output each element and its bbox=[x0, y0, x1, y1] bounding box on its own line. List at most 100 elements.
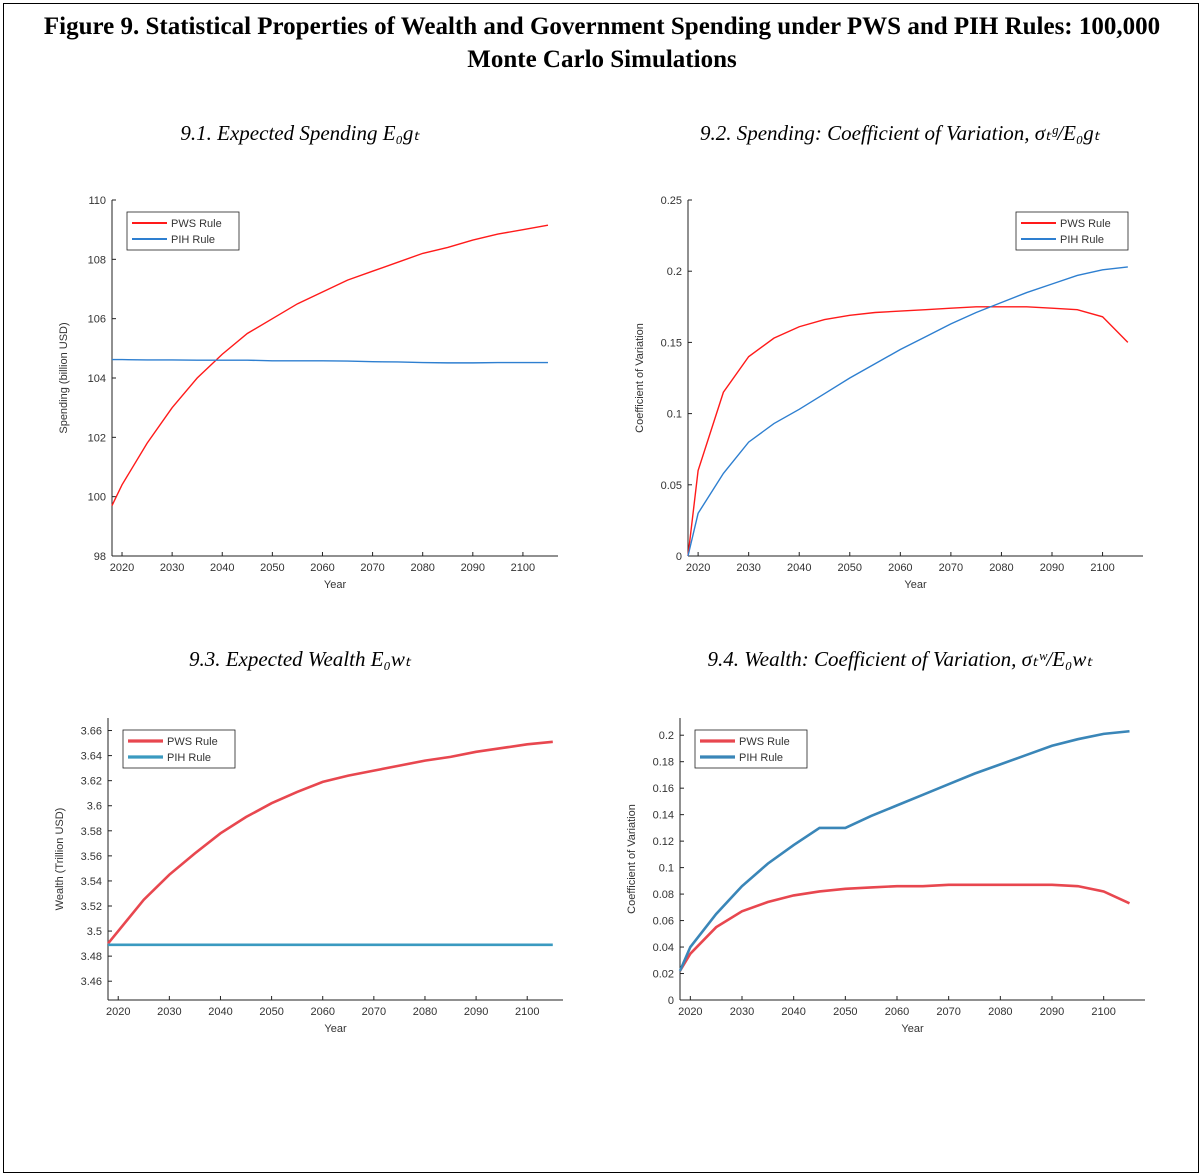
x-tick-label: 2040 bbox=[210, 562, 234, 574]
x-tick-label: 2090 bbox=[461, 562, 485, 574]
x-tick-label: 2040 bbox=[208, 1006, 232, 1018]
y-tick-label: 0.2 bbox=[667, 266, 682, 278]
x-tick-label: 2100 bbox=[1091, 1006, 1115, 1018]
y-tick-label: 0 bbox=[668, 995, 674, 1007]
x-tick-label: 2030 bbox=[730, 1006, 754, 1018]
chart-title: 9.3. Expected Wealth E₀wₜ bbox=[189, 647, 412, 671]
y-tick-label: 0.16 bbox=[653, 783, 674, 795]
y-axis-label: Coefficient of Variation bbox=[626, 804, 638, 914]
y-tick-label: 3.52 bbox=[81, 901, 102, 913]
y-tick-label: 106 bbox=[88, 314, 106, 326]
y-tick-label: 3.62 bbox=[81, 776, 102, 788]
x-tick-label: 2060 bbox=[310, 1006, 334, 1018]
x-tick-label: 2070 bbox=[936, 1006, 960, 1018]
x-tick-label: 2100 bbox=[511, 562, 535, 574]
y-tick-label: 0.08 bbox=[653, 889, 674, 901]
x-tick-label: 2070 bbox=[939, 562, 963, 574]
y-tick-label: 0.2 bbox=[659, 730, 674, 742]
x-tick-label: 2050 bbox=[260, 562, 284, 574]
chart-title: 9.2. Spending: Coefficient of Variation,… bbox=[700, 121, 1101, 145]
x-tick-label: 2050 bbox=[259, 1006, 283, 1018]
series-line bbox=[687, 266, 1128, 557]
x-tick-label: 2090 bbox=[1040, 1006, 1064, 1018]
y-tick-label: 0.1 bbox=[659, 863, 674, 875]
x-tick-label: 2050 bbox=[838, 562, 862, 574]
y-tick-label: 108 bbox=[88, 254, 106, 266]
x-tick-label: 2070 bbox=[360, 562, 384, 574]
legend-box bbox=[122, 729, 236, 769]
x-tick-label: 2060 bbox=[888, 562, 912, 574]
x-tick-label: 2020 bbox=[678, 1006, 702, 1018]
series-line bbox=[678, 729, 1130, 972]
legend-label: PIH Rule bbox=[171, 234, 215, 246]
series-line bbox=[687, 306, 1129, 557]
series-line bbox=[111, 224, 549, 506]
y-tick-label: 0 bbox=[676, 551, 682, 563]
y-tick-label: 0.18 bbox=[653, 757, 674, 769]
legend-box bbox=[126, 211, 240, 251]
y-axis-label: Spending (billion USD) bbox=[58, 322, 70, 433]
x-tick-label: 2020 bbox=[110, 562, 134, 574]
series-line bbox=[112, 358, 548, 364]
y-tick-label: 110 bbox=[88, 195, 106, 207]
x-tick-label: 2060 bbox=[885, 1006, 909, 1018]
x-tick-label: 2070 bbox=[362, 1006, 386, 1018]
x-tick-label: 2030 bbox=[736, 562, 760, 574]
y-tick-label: 3.54 bbox=[81, 876, 102, 888]
y-tick-label: 3.56 bbox=[81, 851, 102, 863]
legend-label: PWS Rule bbox=[1060, 218, 1111, 230]
x-tick-label: 2060 bbox=[310, 562, 334, 574]
y-tick-label: 0.06 bbox=[653, 916, 674, 928]
y-tick-label: 3.46 bbox=[81, 976, 102, 988]
figure-title: Figure 9. Statistical Properties of Weal… bbox=[43, 13, 1161, 73]
legend-label: PIH Rule bbox=[1060, 234, 1104, 246]
x-tick-label: 2100 bbox=[515, 1006, 539, 1018]
y-tick-label: 0.14 bbox=[653, 810, 674, 822]
series-line bbox=[106, 740, 553, 945]
y-tick-label: 0.02 bbox=[653, 969, 674, 981]
y-tick-label: 100 bbox=[88, 492, 106, 504]
x-tick-label: 2030 bbox=[160, 562, 184, 574]
y-tick-label: 3.6 bbox=[87, 801, 102, 813]
y-tick-label: 102 bbox=[88, 432, 106, 444]
y-tick-label: 3.64 bbox=[81, 751, 102, 763]
y-tick-label: 3.48 bbox=[81, 951, 102, 963]
chart-title: 9.4. Wealth: Coefficient of Variation, σ… bbox=[707, 647, 1093, 671]
series-line bbox=[678, 883, 1131, 972]
x-tick-label: 2020 bbox=[106, 1006, 130, 1018]
figure-frame bbox=[3, 3, 1199, 1173]
x-tick-label: 2030 bbox=[157, 1006, 181, 1018]
plot-area bbox=[112, 200, 558, 556]
x-axis-label: Year bbox=[324, 579, 347, 591]
y-tick-label: 98 bbox=[94, 551, 106, 563]
y-tick-label: 0.12 bbox=[653, 836, 674, 848]
y-tick-label: 0.04 bbox=[653, 942, 674, 954]
plot-area bbox=[688, 200, 1143, 556]
legend-label: PIH Rule bbox=[739, 752, 783, 764]
x-axis-label: Year bbox=[324, 1023, 347, 1035]
legend-label: PWS Rule bbox=[171, 218, 222, 230]
legend-label: PIH Rule bbox=[167, 752, 211, 764]
x-axis-label: Year bbox=[901, 1023, 924, 1035]
legend-label: PWS Rule bbox=[167, 736, 218, 748]
x-tick-label: 2080 bbox=[413, 1006, 437, 1018]
x-tick-label: 2020 bbox=[686, 562, 710, 574]
legend-box bbox=[1015, 211, 1129, 251]
y-tick-label: 3.58 bbox=[81, 826, 102, 838]
x-axis-label: Year bbox=[904, 579, 927, 591]
y-tick-label: 3.5 bbox=[87, 926, 102, 938]
chart-title: 9.1. Expected Spending E₀gₜ bbox=[180, 121, 420, 145]
y-axis-label: Wealth (Trillion USD) bbox=[54, 808, 66, 911]
x-tick-label: 2040 bbox=[781, 1006, 805, 1018]
y-tick-label: 3.66 bbox=[81, 726, 102, 738]
x-tick-label: 2080 bbox=[410, 562, 434, 574]
y-axis-label: Coefficient of Variation bbox=[634, 323, 646, 433]
y-tick-label: 104 bbox=[88, 373, 106, 385]
x-tick-label: 2080 bbox=[989, 562, 1013, 574]
y-tick-label: 0.1 bbox=[667, 409, 682, 421]
x-tick-label: 2040 bbox=[787, 562, 811, 574]
x-tick-label: 2080 bbox=[988, 1006, 1012, 1018]
x-tick-label: 2050 bbox=[833, 1006, 857, 1018]
